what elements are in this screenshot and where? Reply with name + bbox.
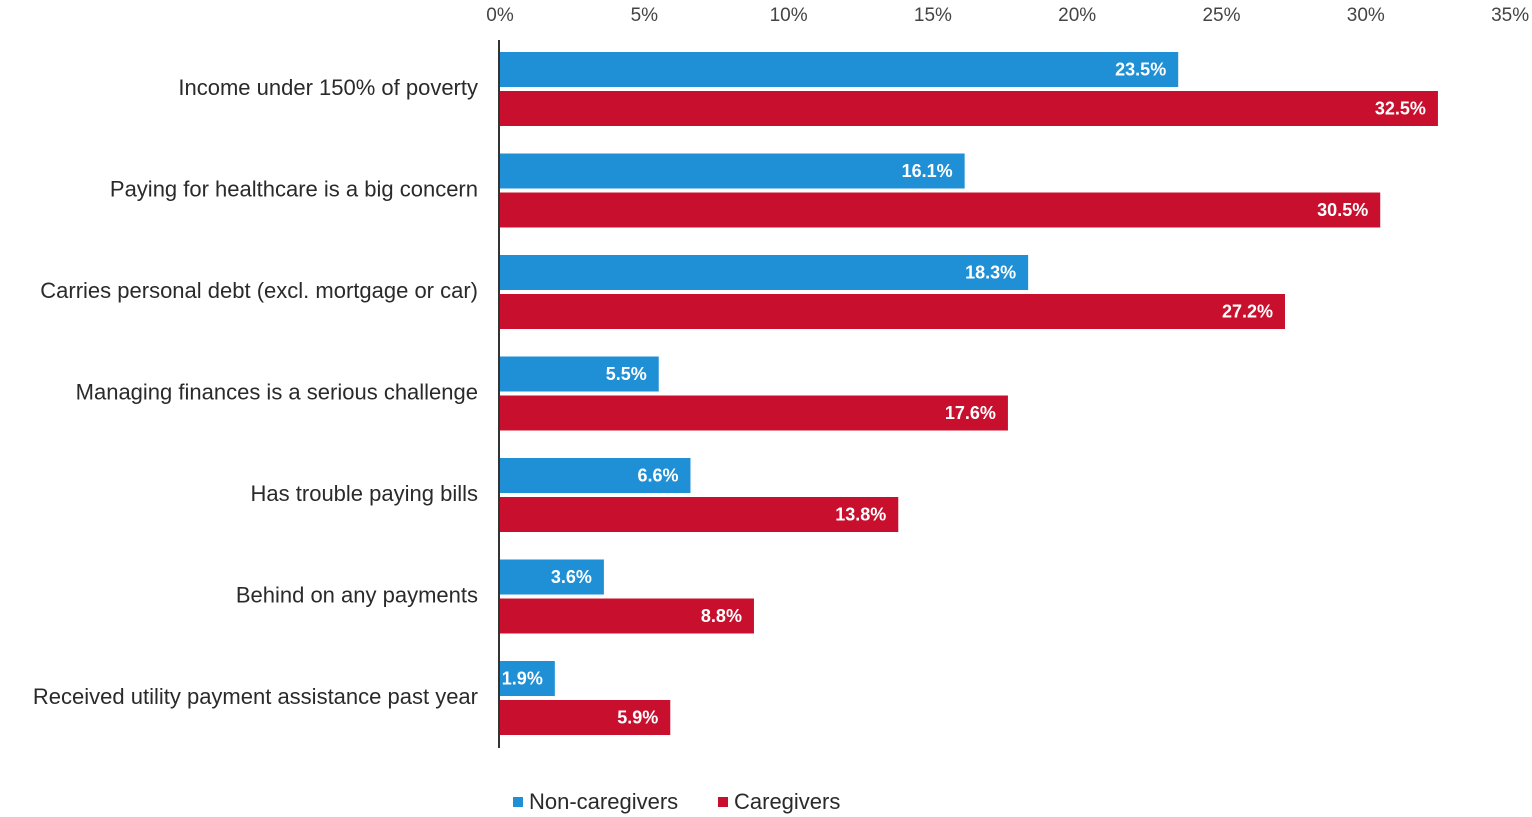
data-label: 23.5%	[1115, 59, 1166, 79]
data-label: 8.8%	[701, 606, 742, 626]
data-label: 6.6%	[637, 465, 678, 485]
bar-caregivers	[500, 395, 1008, 431]
bar-caregivers	[500, 700, 671, 735]
category-label: Behind on any payments	[236, 582, 478, 607]
category-label: Income under 150% of poverty	[178, 75, 478, 100]
category-label: Paying for healthcare is a big concern	[110, 176, 478, 201]
data-label: 27.2%	[1222, 301, 1273, 321]
category-labels: Income under 150% of poverty Paying for h…	[33, 75, 478, 709]
legend-label: Non-caregivers	[529, 789, 678, 814]
data-label: 5.9%	[617, 707, 658, 727]
bar-non-caregivers	[500, 52, 1179, 87]
data-label: 30.5%	[1317, 200, 1368, 220]
bar-caregivers	[500, 91, 1438, 126]
legend-swatch	[513, 797, 523, 807]
data-label: 1.9%	[502, 668, 543, 688]
category-label: Carries personal debt (excl. mortgage or…	[40, 278, 478, 303]
x-tick-label: 5%	[631, 5, 659, 26]
x-tick-label: 0%	[486, 5, 514, 26]
data-label: 16.1%	[902, 161, 953, 181]
data-label: 3.6%	[551, 567, 592, 587]
category-label: Received utility payment assistance past…	[33, 684, 478, 709]
bar-non-caregivers	[500, 356, 659, 392]
x-axis-ticks: 0% 5% 10% 15% 20% 25% 30% 35%	[486, 5, 1529, 26]
bar-non-caregivers	[500, 255, 1029, 290]
legend-swatch	[718, 797, 728, 807]
bar-non-caregivers	[500, 458, 691, 493]
x-tick-label: 35%	[1491, 5, 1529, 26]
data-labels: 23.5% 32.5% 16.1% 30.5% 18.3% 27.2% 5.5% 17.6% 6…	[502, 59, 1426, 727]
data-label: 17.6%	[945, 403, 996, 423]
bar-non-caregivers	[500, 559, 604, 595]
x-tick-label: 10%	[770, 5, 808, 26]
bar-caregivers	[500, 294, 1285, 329]
x-tick-label: 20%	[1058, 5, 1096, 26]
data-label: 18.3%	[965, 262, 1016, 282]
bar-non-caregivers	[500, 661, 555, 696]
bar-caregivers	[500, 192, 1381, 228]
legend-label: Caregivers	[734, 789, 840, 814]
x-tick-label: 30%	[1347, 5, 1385, 26]
legend: Non-caregivers Caregivers	[513, 789, 840, 814]
data-label: 32.5%	[1375, 98, 1426, 118]
data-label: 5.5%	[606, 364, 647, 384]
category-label: Has trouble paying bills	[251, 481, 478, 506]
bar-non-caregivers	[500, 153, 965, 189]
bars	[500, 52, 1438, 735]
category-label: Managing finances is a serious challenge	[76, 379, 478, 404]
x-tick-label: 15%	[914, 5, 952, 26]
x-tick-label: 25%	[1202, 5, 1240, 26]
bar-caregivers	[500, 598, 754, 634]
bar-caregivers	[500, 497, 899, 532]
data-label: 13.8%	[835, 504, 886, 524]
